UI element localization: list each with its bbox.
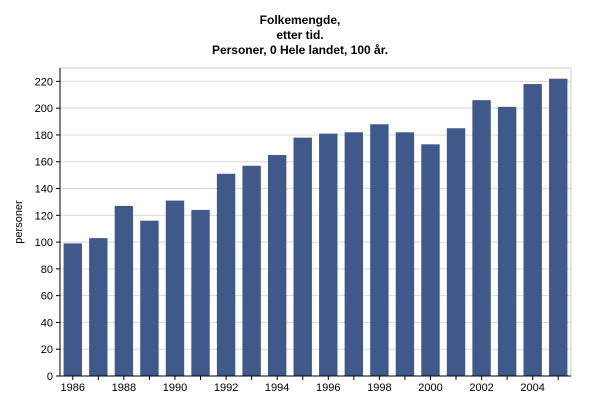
bar-2004 [523, 84, 542, 376]
y-tick-label: 200 [35, 103, 53, 115]
x-axis-ticks: 1986 1988 1990 1992 1994 1996 1998 2000 2002 2004 [61, 376, 559, 394]
bar-2002 [472, 100, 491, 376]
x-tick-label: 1986 [61, 382, 85, 394]
bar-1998 [370, 124, 389, 377]
chart-title-line-3: Personer, 0 Hele landet, 100 år. [212, 43, 388, 57]
chart-title: Folkemengde, etter tid. Personer, 0 Hele… [212, 13, 388, 57]
y-tick-label: 40 [41, 317, 53, 329]
x-tick-label: 1998 [367, 382, 391, 394]
bar-2003 [497, 106, 517, 376]
chart-title-line-1: Folkemengde, [260, 13, 341, 27]
y-tick-label: 160 [35, 157, 53, 169]
y-tick-label: 80 [41, 264, 53, 276]
x-tick-label: 2002 [469, 382, 493, 394]
x-tick-label: 1992 [214, 382, 238, 394]
bar-1996 [319, 133, 338, 376]
y-tick-label: 100 [35, 237, 53, 249]
bar-2001 [446, 128, 466, 376]
bar-1986 [63, 243, 82, 376]
y-tick-label: 0 [47, 371, 53, 383]
bar-1989 [140, 220, 159, 376]
bar-1995 [293, 137, 312, 376]
y-tick-label: 220 [35, 76, 53, 88]
x-tick-label: 2000 [418, 382, 442, 394]
y-tick-label: 140 [35, 184, 53, 196]
x-tick-label: 2004 [520, 382, 544, 394]
plot-area [59, 67, 572, 377]
y-axis-ticks: 0 20 40 60 80 100 120 140 160 180 200 220 [35, 76, 60, 383]
bar-1987 [89, 238, 108, 376]
bar-1993 [242, 165, 261, 376]
y-tick-label: 20 [41, 344, 53, 356]
y-axis-title: personer [13, 200, 25, 244]
chart-title-line-2: etter tid. [276, 28, 323, 42]
y-tick-label: 60 [41, 291, 53, 303]
x-tick-label: 1996 [316, 382, 340, 394]
bar-1992 [216, 173, 236, 376]
bars [63, 78, 568, 377]
bar-1999 [395, 132, 415, 376]
bar-1994 [267, 155, 287, 376]
bar-2005 [549, 78, 568, 377]
bar-1991 [191, 209, 210, 376]
x-tick-label: 1988 [112, 382, 136, 394]
bar-1988 [114, 205, 134, 376]
x-tick-label: 1990 [163, 382, 187, 394]
bar-2000 [421, 144, 440, 376]
y-tick-label: 120 [35, 210, 53, 222]
bar-1997 [344, 132, 364, 376]
bar-1990 [165, 200, 185, 376]
x-tick-label: 1994 [265, 382, 289, 394]
y-tick-label: 180 [35, 130, 53, 142]
